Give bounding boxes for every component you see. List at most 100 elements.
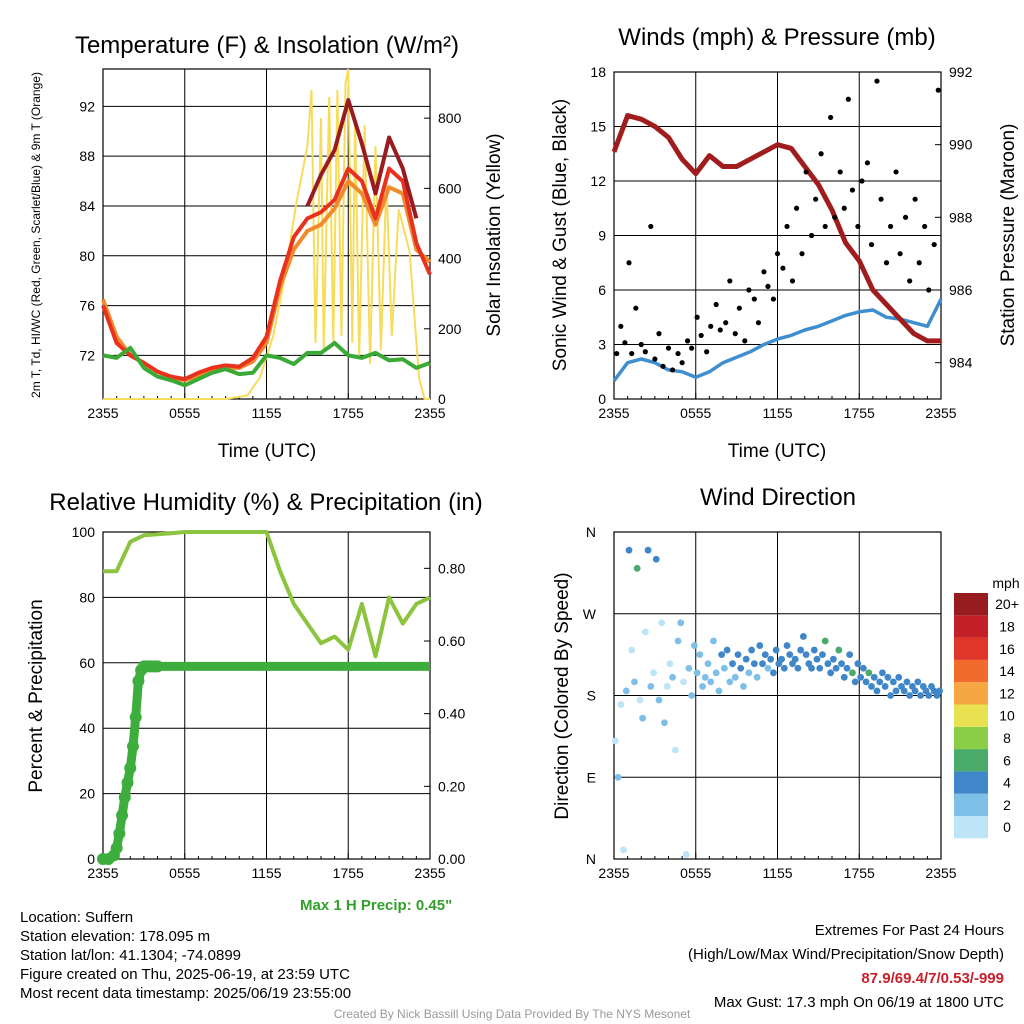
gust-point [859,178,865,184]
direction-point [786,651,794,659]
gust-point [732,331,738,337]
station-location: Location: Suffern [20,909,134,926]
gust-point [723,320,729,326]
gust-point [803,169,809,175]
direction-point [829,655,837,663]
speed-color-legend: 0 2 4 6 8 10 12 14 16 18 20+ [954,593,1019,839]
legend-label: 16 [999,641,1015,657]
direction-point [701,673,709,681]
direction-point [699,683,706,690]
gust-point [907,278,913,284]
y2-tick-label: 0.40 [438,706,465,722]
x-tick-label: 1755 [333,865,364,881]
direction-point [778,655,785,663]
direction-point [892,687,900,695]
y2-tick-label: 800 [438,110,462,126]
y-tick-label: 92 [79,98,95,114]
humidity-precip-plot: 2355 0555 1155 1755 23550204060801000.000.20… [72,524,466,881]
gust-point [684,338,691,344]
direction-point [748,646,756,654]
direction-point [688,692,696,699]
direction-point [636,696,644,704]
gust-point [897,251,903,257]
direction-point [663,683,671,690]
y-tick-label: N [586,851,596,867]
temp-y-axis-label: 2m T, Td, HI/WC (Red, Green, Scarlet/Blu… [29,72,43,398]
direction-point [674,637,682,645]
y-tick-label: 80 [79,589,95,605]
gust-point [841,205,847,211]
direction-point [671,746,679,754]
direction-point [764,664,772,672]
temp-x-axis-label: Time (UTC) [218,441,317,462]
direction-point [808,664,815,672]
direction-point [745,669,753,677]
gust-point [780,265,786,271]
gust-point [916,260,922,266]
precip-point [110,842,123,855]
gust-point [648,223,654,230]
x-tick-label: 0555 [169,865,200,881]
pressure-line [611,113,941,344]
direction-point [868,683,875,690]
direction-point [835,646,843,654]
direction-point [639,714,647,722]
gust-point [736,305,742,311]
precip-point [118,791,131,804]
direction-point [677,619,685,627]
precip-point [124,762,137,775]
gust-point [784,223,790,230]
gust-point [931,241,937,248]
y-tick-label: 88 [79,148,95,164]
legend-label: 14 [999,663,1015,679]
y-tick-label: W [583,606,597,622]
y2-tick-label: 984 [949,355,973,371]
legend-swatch [954,726,988,750]
extremes-subtitle: (High/Low/Max Wind/Precipitation/Snow De… [688,946,1004,963]
direction-point [620,846,627,854]
direction-point [669,673,676,681]
direction-point [759,660,766,668]
y2-tick-label: 0.80 [438,560,465,576]
direction-point [876,678,884,686]
direction-point [870,673,878,681]
direction-point [873,687,881,695]
direction-point [680,678,687,686]
y-tick-label: E [587,769,596,785]
x-tick-label: 2355 [87,405,118,421]
y2-tick-label: 988 [949,209,973,225]
y-tick-label: 80 [79,248,95,264]
direction-point [731,673,739,681]
max-hourly-precip: Max 1 H Precip: 0.45" [300,897,453,914]
wind-y-axis-label: Sonic Wind & Gust (Blue, Black) [550,99,571,371]
insolation-axis-label: Solar Insolation (Yellow) [484,133,505,336]
precip-point [151,660,164,673]
station-info: Location: Suffern Station elevation: 178… [20,908,351,1003]
gust-point [652,356,658,362]
direction-point [854,660,862,668]
x-tick-label: 2355 [925,865,956,881]
series-line-t2m [101,166,432,382]
temp-chart-title: Temperature (F) & Insolation (W/m²) [75,32,459,59]
x-tick-label: 1155 [762,865,792,881]
y2-tick-label: 0.00 [438,851,465,867]
gust-point [887,223,894,230]
y-tick-label: 0 [87,851,95,867]
x-tick-label: 2355 [414,405,445,421]
recent-timestamp: Most recent data timestamp: 2025/06/19 2… [20,985,352,1002]
y-tick-label: 12 [590,173,606,189]
direction-point [611,737,619,745]
direction-point [824,660,832,668]
direction-point [756,642,764,649]
legend-label: 20+ [995,596,1019,612]
gust-point [694,314,700,320]
gust-point [799,251,805,257]
y2-tick-label: 992 [949,64,973,80]
gust-point [902,214,909,220]
direction-point [650,669,657,677]
wind-pressure-plot: 2355 0555 1155 1755 235503691215189849869889… [590,64,972,421]
direction-point [936,687,944,695]
direction-point [737,664,745,672]
precip-point [129,711,142,724]
